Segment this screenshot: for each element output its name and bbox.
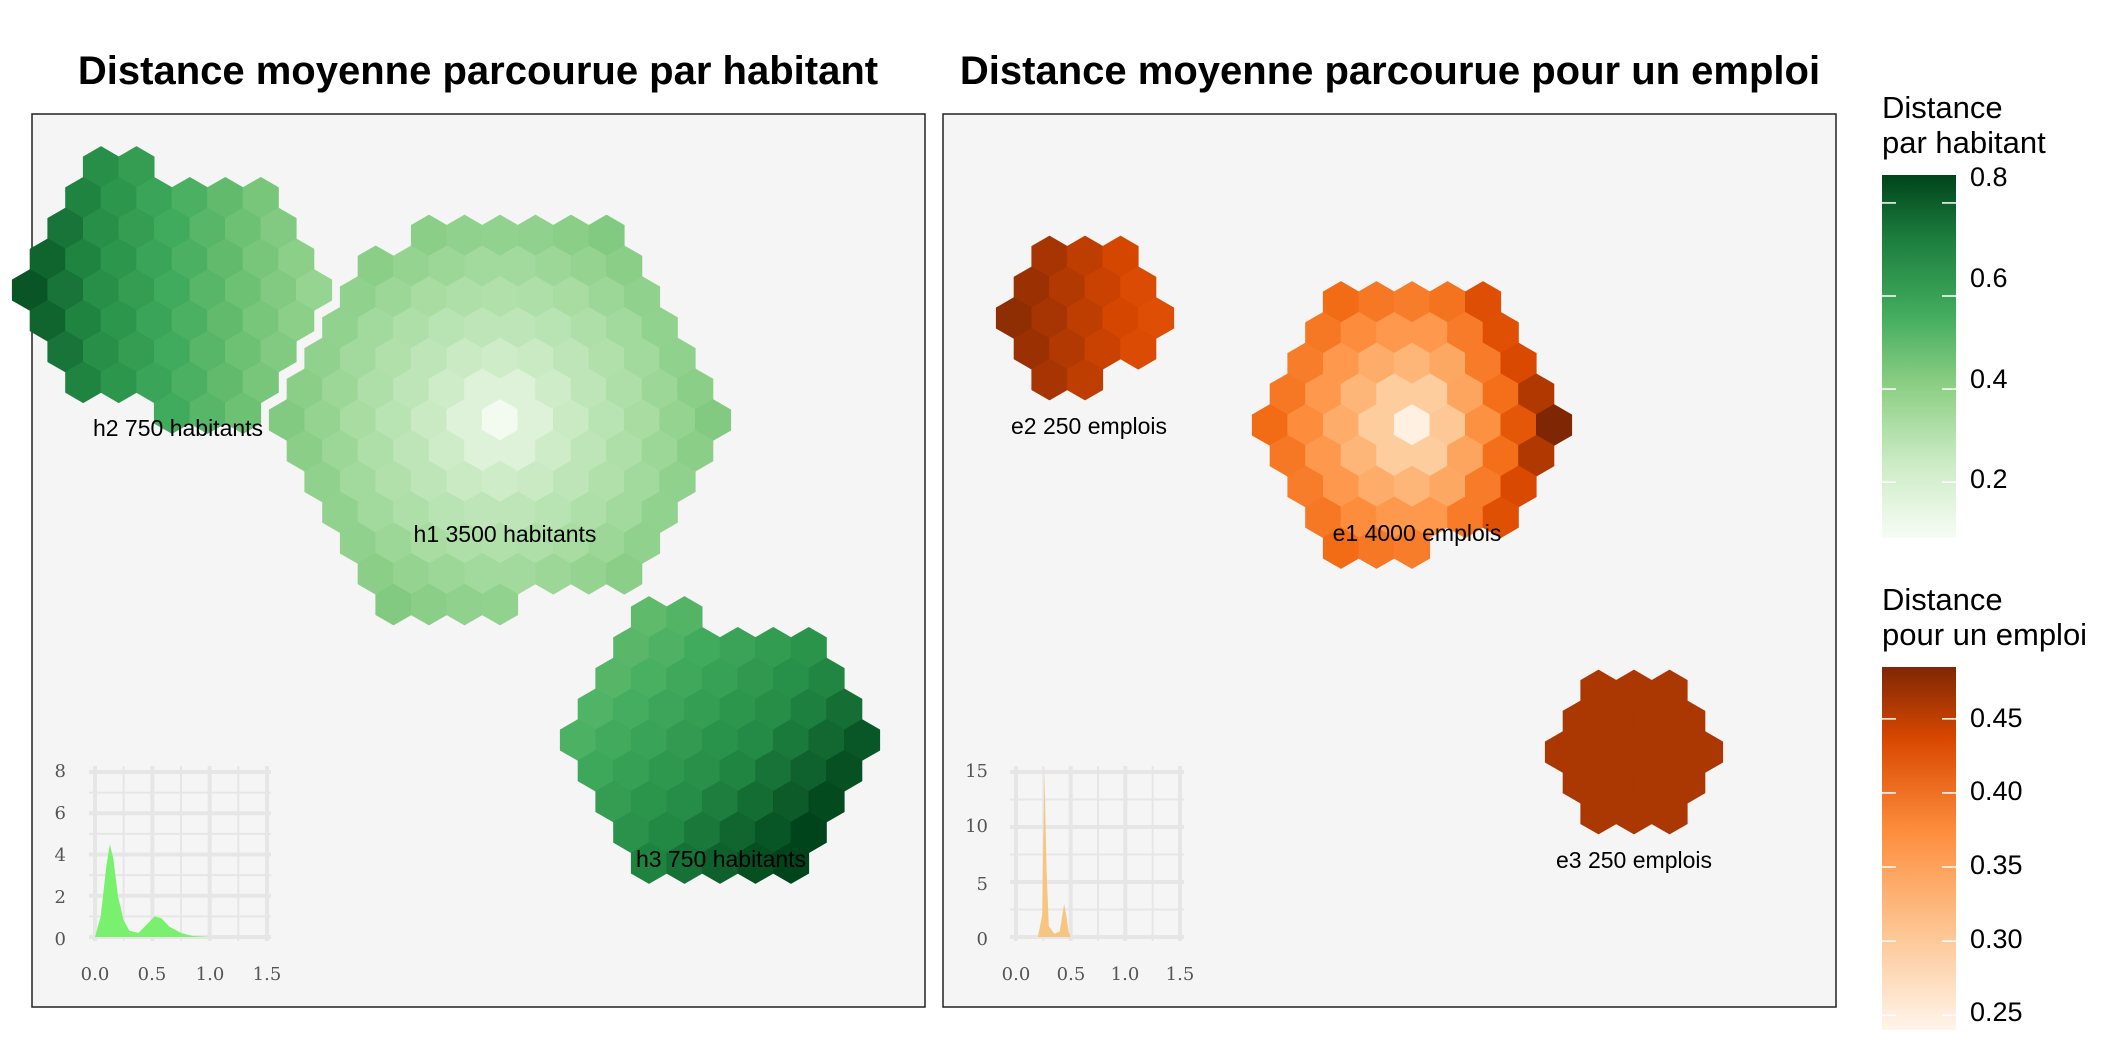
hex-layer <box>11 146 1724 884</box>
legend-title-line: pour un emploi <box>1882 617 2087 652</box>
hex-cell-e2 <box>1120 327 1157 370</box>
inset-xtick: 0.0 <box>81 964 110 985</box>
hex-cell-e3 <box>1651 792 1688 835</box>
legend-ticks <box>1882 718 1956 1016</box>
inset-ytick: 15 <box>965 761 988 782</box>
inset-xtick: 0.0 <box>1002 964 1031 985</box>
legend-habitant: Distance par habitant 0.8 0.6 0.4 0.2 <box>1882 90 2046 538</box>
inset-xtick: 1.5 <box>1166 964 1195 985</box>
legend-emploi: Distance pour un emploi 0.45 0.40 0.35 0… <box>1882 582 2087 1030</box>
inset-grid <box>1010 766 1184 941</box>
hex-cell-e1 <box>1482 496 1519 539</box>
inset-ytick: 0 <box>55 929 66 950</box>
inset-ytick: 6 <box>55 803 66 824</box>
legend-title-line: Distance <box>1882 90 2003 125</box>
legend-tick-label: 0.6 <box>1970 263 2008 293</box>
legend-colorbar <box>1882 175 1956 538</box>
hex-cell-h1 <box>606 552 643 595</box>
inset-density-emploi: 0 5 10 15 0.0 0.5 1.0 1.5 <box>965 761 1194 985</box>
cluster-label-h2: h2 750 habitants <box>93 415 263 441</box>
inset-ytick: 10 <box>965 816 988 837</box>
legend-tick-label: 0.2 <box>1970 464 2008 494</box>
inset-density-habitant: 0 2 4 6 8 0.0 0.5 1.0 1.5 <box>55 761 282 985</box>
inset-density-area <box>95 844 210 937</box>
legend-title-line: par habitant <box>1882 125 2046 160</box>
inset-xtick: 1.0 <box>1111 964 1140 985</box>
hex-cell-e2 <box>1066 358 1104 401</box>
inset-xtick: 0.5 <box>1057 964 1086 985</box>
legend-tick-label: 0.35 <box>1970 850 2023 880</box>
inset-ytick: 8 <box>55 761 66 782</box>
legend-tick-label: 0.30 <box>1970 924 2023 954</box>
hex-cell-h3 <box>772 842 810 884</box>
legend-colorbar <box>1882 667 1956 1030</box>
panel-title-emploi: Distance moyenne parcourue pour un emplo… <box>960 49 1820 93</box>
inset-ytick: 5 <box>977 874 988 895</box>
legend-tick-label: 0.45 <box>1970 703 2023 733</box>
cluster-label-h3: h3 750 habitants <box>636 846 806 872</box>
inset-xtick: 1.5 <box>253 964 282 985</box>
legend-tick-label: 0.25 <box>1970 997 2023 1027</box>
inset-ytick: 0 <box>977 929 988 950</box>
legend-tick-label: 0.40 <box>1970 776 2023 806</box>
cluster-label-e1: e1 4000 emplois <box>1333 520 1502 546</box>
cluster-label-e2: e2 250 emplois <box>1011 413 1167 439</box>
legend-title-line: Distance <box>1882 582 2003 617</box>
cluster-label-e3: e3 250 emplois <box>1556 847 1712 873</box>
inset-ytick: 4 <box>55 845 66 866</box>
cluster-label-h1: h1 3500 habitants <box>414 521 597 547</box>
inset-ytick: 2 <box>55 887 66 908</box>
legend-tick-label: 0.4 <box>1970 364 2008 394</box>
panel-title-habitant: Distance moyenne parcourue par habitant <box>78 49 878 93</box>
inset-xtick: 1.0 <box>196 964 225 985</box>
legend-ticks <box>1882 202 1956 483</box>
hex-cell-h1 <box>481 583 519 626</box>
inset-density-area <box>1037 772 1071 937</box>
legend-tick-label: 0.8 <box>1970 162 2008 192</box>
hex-cell-e1 <box>1393 527 1431 569</box>
hex-cell-h2 <box>225 392 262 434</box>
inset-xtick: 0.5 <box>138 964 167 985</box>
